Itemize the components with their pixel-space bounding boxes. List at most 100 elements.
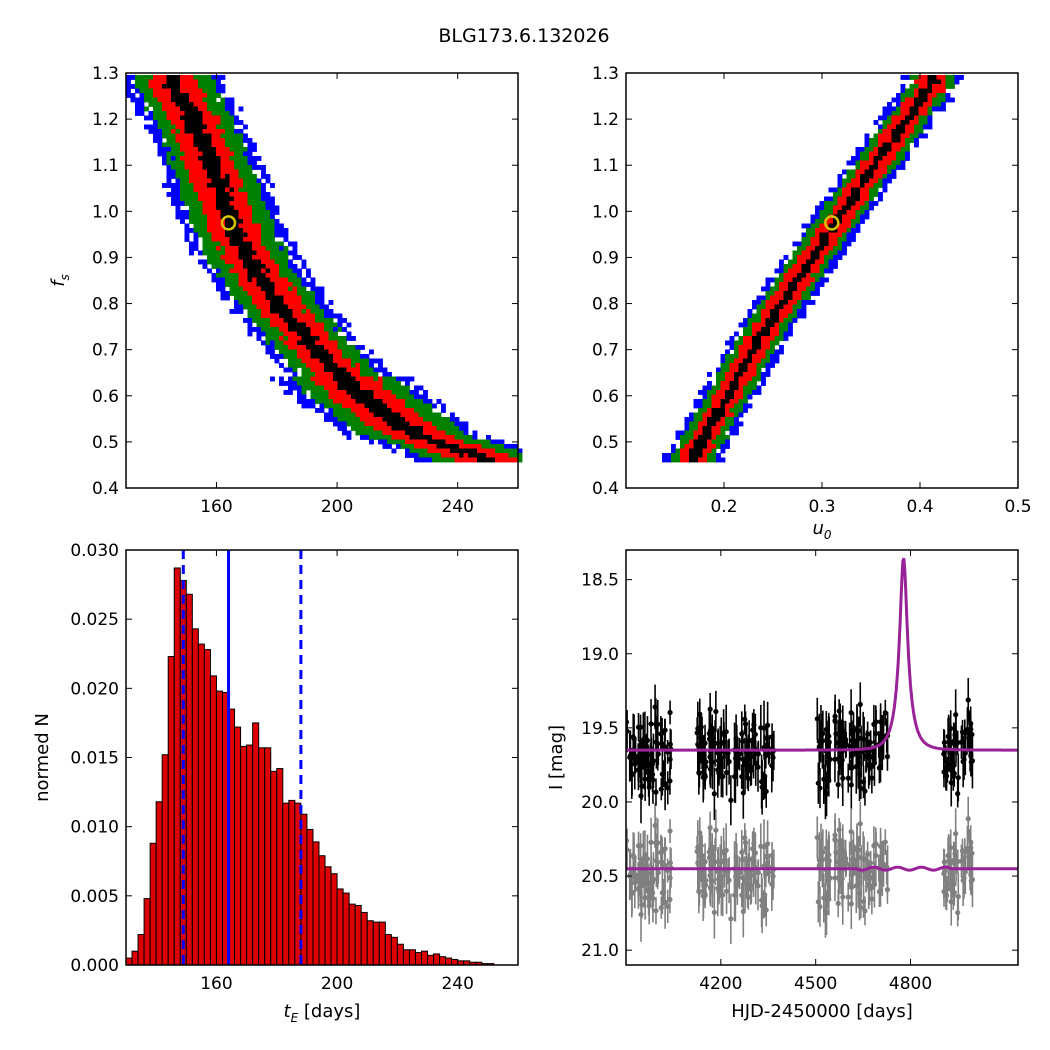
tl-cell-black	[238, 232, 244, 238]
tl-cell-green	[180, 183, 185, 188]
tl-cell-black	[220, 196, 226, 202]
tr-cell-red	[905, 111, 910, 116]
tl-cell-red	[373, 394, 379, 400]
tl-cell-black	[387, 421, 392, 427]
tl-cell-blue	[297, 268, 302, 274]
data-point	[627, 754, 633, 760]
tr-cell-red	[779, 309, 784, 314]
tl-cell-red	[175, 115, 181, 121]
tl-cell-green	[301, 309, 307, 314]
tr-cell-red	[783, 304, 789, 310]
tr-cell-red	[918, 84, 924, 89]
tr-cell-red	[738, 345, 744, 350]
histogram-bar	[276, 768, 284, 966]
tl-cell-black	[328, 358, 334, 364]
residual-point	[969, 876, 976, 883]
tl-cell-black	[207, 169, 212, 175]
tl-cell-green	[292, 277, 298, 283]
tl-best-fit-marker	[220, 215, 237, 231]
tl-cell-green	[351, 349, 356, 355]
tr-cell-blue	[945, 97, 951, 103]
tl-cell-blue	[414, 385, 419, 391]
tl-cell-blue	[139, 93, 145, 98]
tl-cell-red	[162, 75, 167, 80]
residual-point	[723, 847, 729, 853]
tl-cell-green	[418, 412, 424, 418]
tl-cell-blue	[261, 187, 266, 193]
histogram-bar	[451, 958, 459, 966]
tl-cell-blue	[139, 97, 145, 103]
tr-cell-black	[815, 250, 820, 256]
tl-cell-red	[292, 295, 298, 301]
data-point	[653, 739, 659, 745]
tl-cell-red	[423, 421, 428, 427]
tl-cell-green	[337, 412, 343, 418]
tr-cell-red	[855, 205, 861, 211]
tr-cell-blue	[680, 430, 685, 436]
tl-cell-black	[198, 115, 203, 121]
tl-cell-green	[283, 246, 289, 251]
tl-cell-black	[252, 250, 257, 256]
tl-cell-red	[463, 457, 469, 463]
tl-cell-red	[310, 322, 316, 328]
tl-cell-red	[427, 444, 433, 449]
tr-cell-red	[806, 277, 811, 283]
tr-cell-red	[788, 304, 793, 310]
tr-cell-blue	[693, 399, 699, 404]
tl-cell-black	[279, 304, 284, 310]
tr-cell-red	[729, 399, 735, 404]
tl-cell-green	[261, 327, 266, 332]
tr-cell-red	[878, 169, 883, 175]
tl-cell-green	[189, 205, 194, 211]
tl-cell-black	[378, 403, 383, 409]
tl-cell-green	[153, 111, 158, 116]
tl-cell-blue	[382, 444, 388, 449]
tr-cell-red	[783, 273, 789, 278]
tr-cell-red	[914, 88, 919, 94]
tl-cell-red	[279, 277, 284, 283]
tl-cell-black	[423, 435, 428, 440]
tl-cell-red	[198, 183, 203, 188]
tl-cell-green	[225, 277, 230, 283]
tr-cell-black	[846, 196, 852, 202]
tl-cell-blue	[171, 169, 176, 175]
tl-cell-green	[144, 97, 149, 103]
tr-cell-red	[711, 403, 717, 409]
tr-cell-green	[689, 421, 694, 427]
tr-cell-blue	[932, 106, 937, 112]
tl-cell-green	[198, 201, 203, 206]
tl-cell-blue	[162, 183, 167, 188]
tl-cell-red	[256, 291, 262, 296]
tl-cell-green	[256, 214, 262, 220]
tr-cell-red	[887, 156, 892, 161]
tl-cell-black	[405, 426, 410, 431]
tr-cell-green	[824, 259, 829, 265]
tl-cell-green	[297, 286, 302, 292]
tr-cell-green	[734, 345, 739, 350]
tl-cell-green	[346, 354, 352, 359]
tl-cell-green	[220, 250, 226, 256]
tl-cell-blue	[153, 138, 158, 143]
tl-cell-red	[198, 178, 203, 184]
tl-cell-black	[229, 241, 235, 247]
tr-cell-black	[747, 358, 753, 364]
tr-cell-red	[846, 192, 852, 197]
tr-cell-green	[873, 183, 879, 188]
tr-cell-green	[747, 331, 753, 337]
tl-cell-green	[225, 111, 230, 116]
histogram-bar	[191, 628, 199, 966]
tl-cell-green	[202, 219, 208, 224]
tr-cell-red	[869, 160, 874, 166]
tr-cell-black	[765, 331, 771, 337]
residual-point	[847, 862, 853, 868]
tl-cell-green	[225, 268, 230, 274]
tl-cell-black	[211, 151, 217, 157]
tr-cell-black	[918, 88, 924, 94]
tr-cell-green	[900, 147, 906, 152]
tr-cell-black	[711, 421, 717, 427]
tl-cell-red	[486, 448, 491, 454]
tr-cell-green	[707, 394, 712, 400]
tl-cell-blue	[301, 259, 307, 265]
tr-cell-black	[702, 435, 708, 440]
tl-cell-green	[306, 372, 311, 377]
